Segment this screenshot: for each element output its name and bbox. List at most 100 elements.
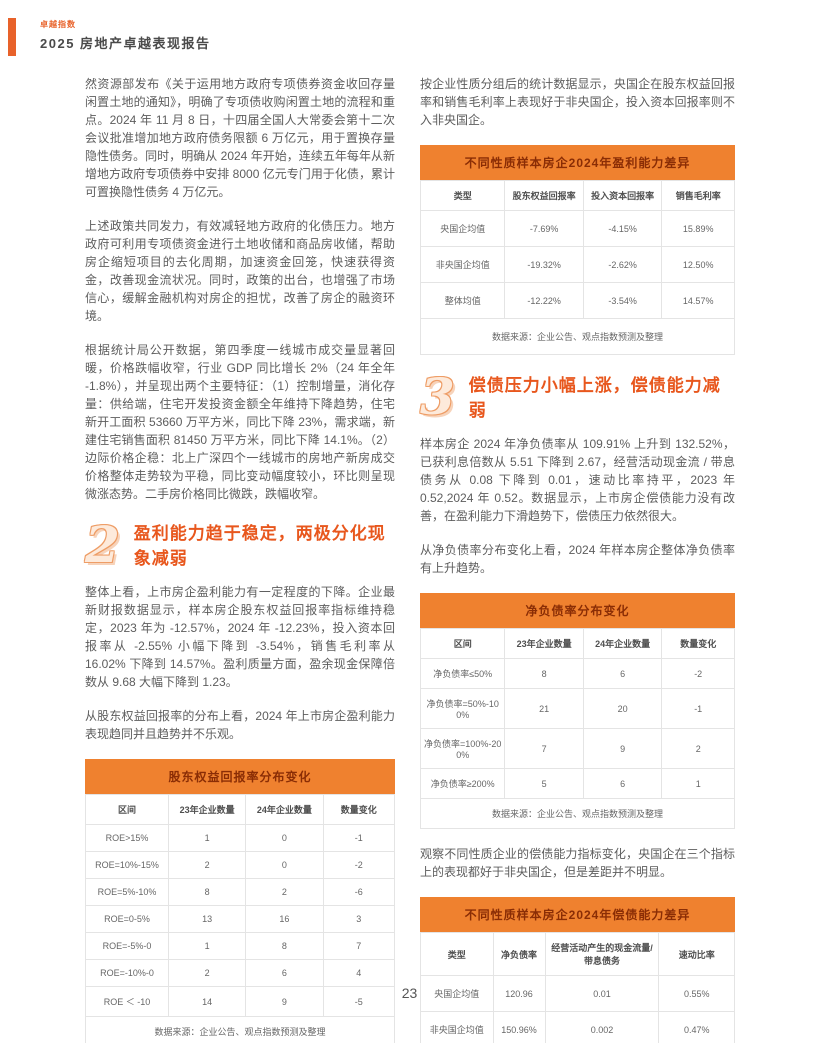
page-number: 23 xyxy=(401,985,418,1001)
table-row: 净负债率≥200% 5 6 1 xyxy=(419,768,735,799)
paragraph-policy-effect: 上述政策共同发力，有效减轻地方政府的化债压力。地方政府可利用专项债资金进行土地收… xyxy=(85,219,395,323)
table-cell: 6 xyxy=(582,658,663,689)
table-row: ROE=5%-10% 8 2 -6 xyxy=(84,878,396,906)
netdebt-table-title: 净负债率分布变化 xyxy=(420,593,735,628)
profitability-diff-table: 类型 股东权益回报率 投入资本回报率 销售毛利率 央国企均值 -7.69% -4.15% 15… xyxy=(419,180,735,355)
table-source-row: 数据来源：企业公告、观点指数预测及整理 xyxy=(420,318,735,355)
column-header: 数量变化 xyxy=(661,628,735,659)
paragraph-market-data: 根据统计局公开数据，第四季度一线城市成交量显著回暖，价格跌幅收窄，行业 GDP … xyxy=(85,343,395,501)
paragraph-profitability: 整体上看，上市房企盈利能力有一定程度的下降。企业最新财报数据显示，样本房企股东权… xyxy=(85,585,395,689)
content-area: 然资源部发布《关于运用地方政府专项债券资金收回存量闲置土地的通知》，明确了专项债… xyxy=(84,75,735,1043)
table-cell: ROE>15% xyxy=(84,824,170,852)
paragraph-roe-distribution: 从股东权益回报率的分布上看，2024 年上市房企盈利能力表现趋同并且趋势并不乐观… xyxy=(85,709,395,741)
paragraph-debt-pressure: 样本房企 2024 年净负债率从 109.91% 上升到 132.52%，已获利… xyxy=(420,437,735,523)
table-cell: 2 xyxy=(661,728,735,769)
section-3-title: 偿债压力小幅上涨，偿债能力减弱 xyxy=(468,376,721,420)
section-2-number: 2 xyxy=(85,514,120,574)
table-cell: -19.32% xyxy=(504,246,584,283)
table-cell: 21 xyxy=(504,688,584,729)
table-row: ROE=-10%-0 2 6 4 xyxy=(84,959,396,987)
table-cell: 7 xyxy=(504,728,584,769)
table-cell: 8 xyxy=(245,932,324,960)
table-header-row: 区间 23年企业数量 24年企业数量 数量变化 xyxy=(84,794,396,825)
table-cell: 央国企均值 xyxy=(420,975,494,1012)
table-cell: 15.89% xyxy=(661,210,735,247)
column-header: 数量变化 xyxy=(322,794,396,825)
table-cell: 9 xyxy=(582,728,663,769)
column-header: 24年企业数量 xyxy=(582,628,663,659)
table-cell: -1 xyxy=(322,824,396,852)
table-cell: 1 xyxy=(661,768,735,799)
table-cell: -3.54% xyxy=(582,282,663,319)
table-source: 数据来源：企业公告、观点指数预测及整理 xyxy=(420,318,735,355)
section-3-heading: 3 偿债压力小幅上涨，偿债能力减弱 xyxy=(420,371,735,421)
table-row: 央国企均值 120.96 0.01 0.55% xyxy=(420,975,735,1012)
table-cell: -4.15% xyxy=(582,210,663,247)
table-cell: -5 xyxy=(322,986,396,1017)
table-cell: ROE=5%-10% xyxy=(84,878,170,906)
table-cell: 16 xyxy=(245,905,324,933)
table-cell: ROE ＜ -10 xyxy=(84,986,170,1017)
roe-table-title: 股东权益回报率分布变化 xyxy=(85,759,395,794)
table-row: 非央国企均值 -19.32% -2.62% 12.50% xyxy=(419,246,735,283)
report-title: 2025 房地产卓越表现报告 xyxy=(40,36,211,51)
table-cell: 0.01 xyxy=(544,975,660,1012)
table-cell: ROE=10%-15% xyxy=(84,851,170,879)
table-cell: ROE=-10%-0 xyxy=(84,959,170,987)
table-cell: 6 xyxy=(245,959,324,987)
roe-distribution-table-block: 股东权益回报率分布变化 区间 23年企业数量 24年企业数量 数量变化 ROE>15% 1… xyxy=(84,759,396,1043)
table-cell: ROE=0-5% xyxy=(84,905,170,933)
column-header: 净负债率 xyxy=(492,932,546,976)
debt-diff-table-block: 不同性质样本房企2024年偿债能力差异 类型 净负债率 经营活动产生的现金流量/带息… xyxy=(420,897,735,1043)
table-cell: 0 xyxy=(245,824,324,852)
column-header: 股东权益回报率 xyxy=(504,180,584,211)
table-cell: -7.69% xyxy=(504,210,584,247)
table-row: 整体均值 -12.22% -3.54% 14.57% xyxy=(419,282,735,319)
column-header: 速动比率 xyxy=(658,932,735,976)
column-header: 类型 xyxy=(419,180,506,211)
table-row: 非央国企均值 150.96% 0.002 0.47% xyxy=(420,1011,735,1043)
column-header: 类型 xyxy=(420,932,494,976)
table-cell: 0.47% xyxy=(658,1011,735,1043)
table-cell: 非央国企均值 xyxy=(419,246,506,283)
table-source-row: 数据来源：企业公告、观点指数预测及整理 xyxy=(420,798,735,829)
table-cell: 整体均值 xyxy=(419,282,506,319)
table-cell: 14.57% xyxy=(661,282,735,319)
table-cell: 1 xyxy=(168,932,247,960)
table-cell: -6 xyxy=(322,878,396,906)
paragraph-netdebt-trend: 从净负债率分布变化上看，2024 年样本房企整体净负债率有上升趋势。 xyxy=(420,543,735,575)
table-row: 净负债率=50%-100% 21 20 -1 xyxy=(419,688,735,729)
table-cell: -2 xyxy=(661,658,735,689)
table-cell: 5 xyxy=(504,768,584,799)
table-source: 数据来源：企业公告、观点指数预测及整理 xyxy=(85,1016,395,1043)
column-header: 23年企业数量 xyxy=(168,794,247,825)
profitability-diff-table-title: 不同性质样本房企2024年盈利能力差异 xyxy=(420,145,735,180)
roe-distribution-table: 区间 23年企业数量 24年企业数量 数量变化 ROE>15% 1 0 -1 ROE=10%-1… xyxy=(84,794,396,1043)
right-column: 按企业性质分组后的统计数据显示，央国企在股东权益回报率和销售毛利率上表现好于非央… xyxy=(419,75,735,1043)
table-row: 净负债率=100%-200% 7 9 2 xyxy=(419,728,735,769)
table-cell: 150.96% xyxy=(492,1011,546,1043)
table-cell: -2.62% xyxy=(582,246,663,283)
table-cell: -2 xyxy=(322,851,396,879)
table-cell: 8 xyxy=(168,878,247,906)
table-row: ROE=0-5% 13 16 3 xyxy=(84,905,396,933)
table-row: ROE=-5%-0 1 8 7 xyxy=(84,932,396,960)
table-cell: 央国企均值 xyxy=(419,210,506,247)
section-2-title: 盈利能力趋于稳定，两极分化现象减弱 xyxy=(133,524,386,568)
table-cell: 13 xyxy=(168,905,247,933)
column-header: 区间 xyxy=(419,628,506,659)
table-header-row: 类型 净负债率 经营活动产生的现金流量/带息债务 速动比率 xyxy=(420,932,735,976)
table-cell: 14 xyxy=(168,986,247,1017)
paragraph-land-policy: 然资源部发布《关于运用地方政府专项债券资金收回存量闲置土地的通知》，明确了专项债… xyxy=(85,77,395,199)
table-cell: 净负债率≤50% xyxy=(419,658,506,689)
table-cell: -12.22% xyxy=(504,282,584,319)
table-row: 央国企均值 -7.69% -4.15% 15.89% xyxy=(419,210,735,247)
column-header: 23年企业数量 xyxy=(504,628,584,659)
table-cell: 8 xyxy=(504,658,584,689)
debt-diff-table: 类型 净负债率 经营活动产生的现金流量/带息债务 速动比率 央国企均值 120.96 0.0… xyxy=(420,932,735,1043)
table-cell: 4 xyxy=(322,959,396,987)
table-row: ROE=10%-15% 2 0 -2 xyxy=(84,851,396,879)
paragraph-debt-ownership: 观察不同性质企业的偿债能力指标变化，央国企在三个指标上的表现都好于非央国企，但是… xyxy=(420,847,735,879)
table-row: 净负债率≤50% 8 6 -2 xyxy=(419,658,735,689)
